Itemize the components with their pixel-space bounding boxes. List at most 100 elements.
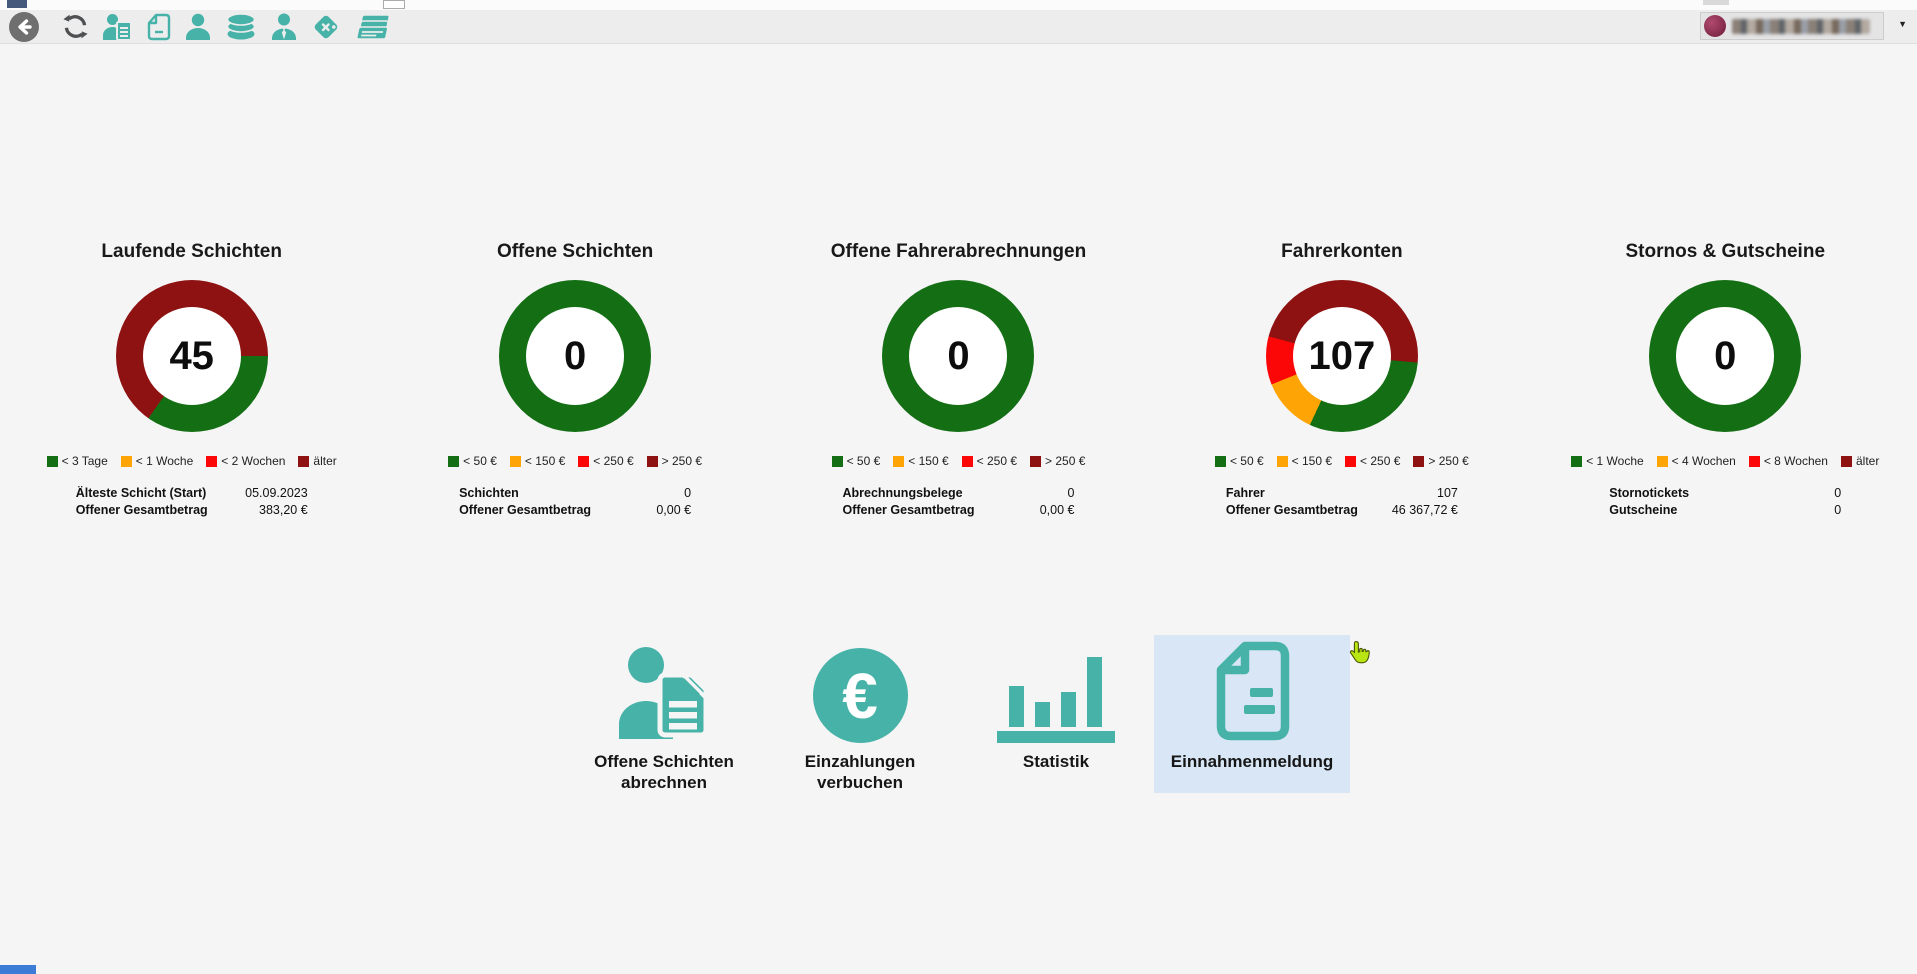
driver-report-icon[interactable]: [102, 13, 134, 41]
action-label-line1: Statistik: [1022, 752, 1090, 771]
action-label: Statistik: [1023, 751, 1089, 772]
stat-value: 05.09.2023: [245, 486, 308, 500]
tag-icon[interactable]: [311, 12, 341, 42]
legend-label: < 150 €: [1291, 454, 1333, 468]
stat-label: Älteste Schicht (Start): [75, 486, 207, 500]
legend-label: < 250 €: [976, 454, 1018, 468]
panel-stats: Fahrer 107 Offener Gesamtbetrag 46 367,72 …: [1226, 485, 1458, 519]
panel-stats: Älteste Schicht (Start) 05.09.2023 Offene…: [76, 485, 308, 519]
taskbar-fragment: [0, 965, 36, 974]
stat-label: Abrechnungsbelege: [842, 486, 963, 500]
document-icon[interactable]: [147, 13, 171, 41]
legend-label: älter: [313, 454, 337, 468]
legend-swatch: [1345, 455, 1357, 467]
donut-value: 107: [1308, 333, 1376, 378]
stat-row: Gutscheine 0: [1609, 502, 1841, 519]
stat-value: 0,00 €: [656, 503, 692, 517]
legend-label: < 150 €: [524, 454, 566, 468]
euro-icon: €: [812, 639, 908, 743]
stat-label: Offener Gesamtbetrag: [459, 503, 592, 517]
window-icon-fragment: [7, 0, 27, 8]
legend-swatch: [893, 455, 905, 467]
stat-row: Offener Gesamtbetrag 383,20 €: [76, 502, 308, 519]
stat-row: Offener Gesamtbetrag 0,00 €: [842, 502, 1074, 519]
legend-swatch: [1413, 455, 1425, 467]
action-offene-schichten-abrechnen[interactable]: Offene Schichten abrechnen: [566, 635, 762, 793]
legend-label: < 1 Woche: [1586, 454, 1644, 468]
legend: < 50 € < 150 € < 250 € > 250 €: [831, 454, 1086, 468]
legend-swatch: [578, 455, 590, 467]
employee-icon[interactable]: [270, 13, 298, 41]
donut-value: 0: [947, 333, 970, 378]
ui-fragment: [1703, 0, 1729, 5]
toolbar-icons: [62, 12, 392, 42]
donut-chart: 107: [1265, 280, 1418, 432]
legend-label: < 4 Wochen: [1671, 454, 1736, 468]
cropped-window-strip: [0, 0, 1917, 10]
stat-row: Offener Gesamtbetrag 0,00 €: [459, 502, 691, 519]
euro-glyph: €: [842, 659, 878, 732]
panel-offene-fahrerabrechnungen: Offene Fahrerabrechnungen 0 < 50 € < 150…: [767, 241, 1150, 519]
stat-row: Älteste Schicht (Start) 05.09.2023: [76, 485, 308, 502]
panel-stats: Stornotickets 0 Gutscheine 0: [1609, 485, 1841, 519]
action-label: Einnahmenmeldung: [1171, 751, 1333, 772]
stat-row: Abrechnungsbelege 0: [842, 485, 1074, 502]
action-tiles: Offene Schichten abrechnen € Einzahlunge…: [566, 635, 1350, 793]
mouse-cursor: [1347, 640, 1371, 671]
legend-swatch: [206, 455, 218, 467]
user-menu[interactable]: [1700, 12, 1884, 40]
person-document-icon: [613, 639, 715, 743]
stat-row: Schichten 0: [459, 485, 691, 502]
stat-row: Stornotickets 0: [1609, 485, 1841, 502]
stat-label: Stornotickets: [1609, 486, 1690, 500]
bar-chart-icon: [997, 639, 1115, 743]
legend-label: < 150 €: [908, 454, 949, 468]
chevron-down-icon[interactable]: ▼: [1898, 19, 1907, 29]
avatar: [1704, 15, 1726, 37]
person-icon[interactable]: [184, 13, 212, 41]
action-einnahmenmeldung[interactable]: Einnahmenmeldung: [1154, 635, 1350, 793]
donut-hole: 107: [1292, 307, 1391, 405]
action-statistik[interactable]: Statistik: [958, 635, 1154, 793]
stat-row: Offener Gesamtbetrag 46 367,72 €: [1226, 502, 1458, 519]
legend-label: < 250 €: [593, 454, 634, 468]
stat-label: Fahrer: [1225, 486, 1265, 500]
panel-title: Fahrerkonten: [1281, 241, 1403, 262]
legend-swatch: [448, 455, 460, 467]
action-label-line2: verbuchen: [817, 773, 903, 792]
panel-laufende-schichten: Laufende Schichten 45 < 3 Tage < 1 Woche…: [0, 241, 383, 519]
action-label-line1: Einnahmenmeldung: [1170, 752, 1334, 771]
legend-label: < 1 Woche: [135, 454, 194, 468]
legend: < 3 Tage < 1 Woche < 2 Wochen älter: [46, 454, 337, 468]
action-label: Einzahlungen verbuchen: [805, 751, 916, 793]
stat-label: Gutscheine: [1609, 503, 1678, 517]
panel-stats: Schichten 0 Offener Gesamtbetrag 0,00 €: [459, 485, 691, 519]
action-label-line1: Offene Schichten: [594, 752, 734, 771]
refresh-icon[interactable]: [62, 13, 89, 40]
stat-label: Offener Gesamtbetrag: [842, 503, 975, 517]
stat-label: Schichten: [459, 486, 519, 500]
legend-swatch: [298, 455, 310, 467]
action-einzahlungen-verbuchen[interactable]: € Einzahlungen verbuchen: [762, 635, 958, 793]
donut-hole: 0: [1676, 307, 1775, 405]
donut-value: 0: [1714, 333, 1737, 378]
donut-chart: 0: [1649, 280, 1802, 432]
stat-value: 0: [684, 486, 692, 500]
legend-label: > 250 €: [1045, 454, 1086, 468]
legend-label: < 3 Tage: [61, 454, 108, 468]
stat-label: Offener Gesamtbetrag: [75, 503, 208, 517]
legend-swatch: [509, 455, 521, 467]
legend-swatch: [46, 455, 58, 467]
stat-value: 0: [1834, 486, 1842, 500]
donut-hole: 45: [142, 307, 241, 405]
back-icon[interactable]: [8, 11, 40, 43]
legend-swatch: [831, 455, 843, 467]
database-icon[interactable]: [225, 12, 257, 41]
stat-value: 0: [1834, 503, 1842, 517]
donut-value: 0: [563, 333, 587, 378]
cash-icon[interactable]: [354, 13, 392, 41]
panel-stats: Abrechnungsbelege 0 Offener Gesamtbetrag 0…: [842, 485, 1074, 519]
legend-swatch: [1840, 455, 1852, 467]
panel-title: Offene Schichten: [496, 241, 654, 262]
legend-label: < 50 €: [1229, 454, 1264, 468]
